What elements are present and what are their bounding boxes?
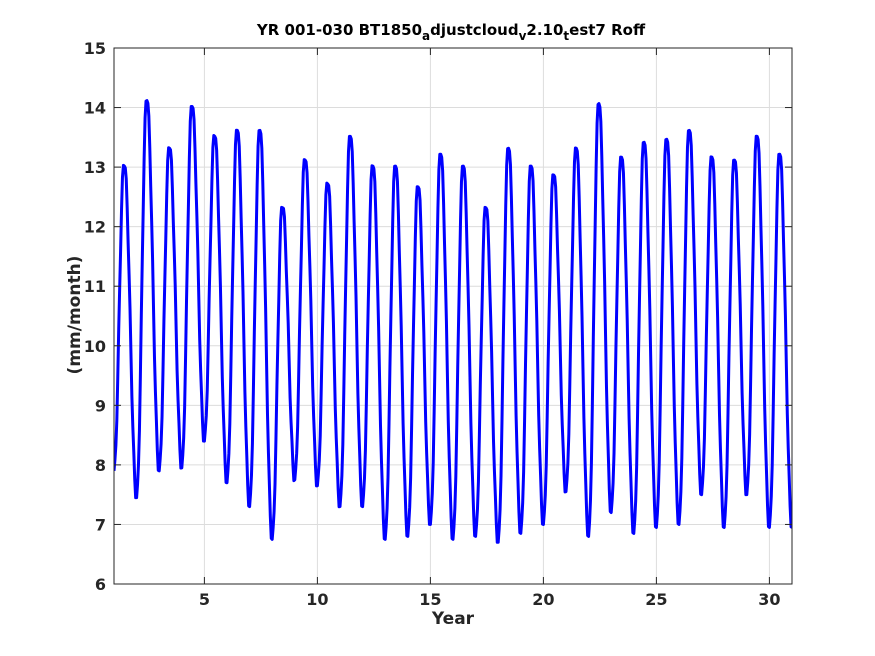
series-line	[114, 99, 792, 544]
y-tick-label: 9	[95, 396, 106, 415]
x-tick-label: 25	[645, 590, 667, 609]
grid-layer	[114, 47, 792, 585]
title-subscript: v	[519, 29, 527, 43]
axes-layer	[113, 47, 793, 585]
x-tick-label: 15	[419, 590, 441, 609]
y-tick-label: 15	[84, 39, 106, 58]
title-segment: 2.10	[526, 21, 563, 39]
x-tick-label: 5	[199, 590, 210, 609]
chart-title: YR 001-030 BT1850adjustcloudv2.10test7 R…	[256, 21, 646, 43]
x-tick-label: 10	[306, 590, 328, 609]
title-segment: est7 Roff	[569, 21, 646, 39]
series-layer	[114, 99, 792, 544]
x-tick-label: 20	[532, 590, 554, 609]
y-tick-label: 12	[84, 218, 106, 237]
title-subscript: t	[563, 29, 569, 43]
y-tick-label: 11	[84, 277, 106, 296]
title-segment: djustcloud	[430, 21, 518, 39]
y-tick-label: 6	[95, 575, 106, 594]
axes-box	[113, 47, 793, 585]
ticks-layer: 5 10 15 20 25 30 6 7 8 9 10 11 12 13 14 15	[84, 39, 792, 609]
y-tick-label: 8	[95, 456, 106, 475]
y-tick-label: 14	[84, 99, 106, 118]
y-tick-label: 13	[84, 158, 106, 177]
y-axis-title: (mm/month)	[65, 256, 85, 375]
title-subscript: a	[422, 29, 430, 43]
title-segment: YR 001-030 BT1850	[256, 21, 422, 39]
y-tick-label: 10	[84, 337, 106, 356]
x-tick-label: 30	[758, 590, 780, 609]
y-tick-label: 7	[95, 515, 106, 534]
x-axis-title: Year	[431, 609, 475, 629]
